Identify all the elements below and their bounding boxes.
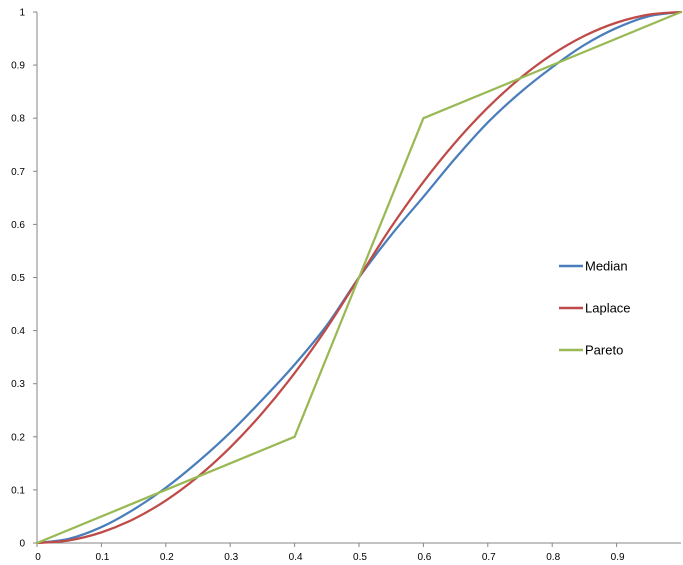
x-tick-label: 0.8: [546, 552, 560, 563]
x-tick-label: 0.4: [289, 552, 303, 563]
y-tick-labels: 0 0.1 0.2 0.3 0.4 0.5 0.6 0.7 0.8 0.9 1: [11, 8, 37, 550]
y-tick-label: 0.2: [11, 432, 25, 443]
y-tick-label: 0.5: [11, 273, 25, 284]
x-tick-labels: 0 0.1 0.2 0.3 0.4 0.5 0.6 0.7 0.8 0.9: [35, 543, 625, 563]
y-tick-label: 0.1: [11, 485, 25, 496]
y-tick-label: 0.3: [11, 379, 25, 390]
x-tick-label: 0.5: [353, 552, 367, 563]
series-line-pareto: [35, 10, 683, 545]
x-tick-label: 0.1: [95, 552, 109, 563]
x-tick-label: 0: [35, 552, 41, 563]
x-tick-label: 0.2: [160, 552, 174, 563]
legend-label-median: Median: [585, 259, 628, 274]
y-tick-label: 0.7: [11, 167, 25, 178]
legend-label-pareto: Pareto: [585, 343, 623, 358]
x-tick-label: 0.3: [224, 552, 238, 563]
y-tick-label: 0: [19, 539, 25, 550]
series-lines: [35, 10, 683, 545]
x-tick-label: 0.6: [417, 552, 431, 563]
legend: Median Laplace Pareto: [559, 259, 631, 358]
legend-label-laplace: Laplace: [585, 301, 631, 316]
y-tick-label: 0.8: [11, 114, 25, 125]
x-tick-label: 0.7: [482, 552, 496, 563]
y-tick-label: 1: [19, 8, 25, 19]
x-tick-label: 0.9: [611, 552, 625, 563]
y-tick-label: 0.4: [11, 326, 25, 337]
y-tick-label: 0.9: [11, 61, 25, 72]
y-tick-label: 0.6: [11, 220, 25, 231]
